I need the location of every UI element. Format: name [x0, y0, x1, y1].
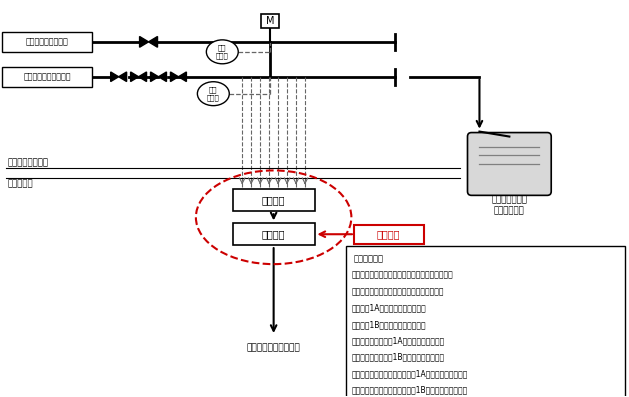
FancyBboxPatch shape [346, 246, 625, 397]
FancyBboxPatch shape [233, 189, 314, 211]
Ellipse shape [206, 40, 238, 64]
Text: 「余熱除去系原子炉容器入口弁1Aリークオフ温度高」: 「余熱除去系原子炉容器入口弁1Aリークオフ温度高」 [352, 369, 468, 378]
FancyBboxPatch shape [467, 133, 551, 195]
Text: 原子炉格納容器内: 原子炉格納容器内 [8, 158, 49, 168]
Text: M: M [266, 16, 274, 26]
Text: 「加圧器サージラインドレンライン温度高」: 「加圧器サージラインドレンライン温度高」 [352, 287, 444, 296]
FancyBboxPatch shape [2, 32, 92, 52]
Text: 格納容器冷却材: 格納容器冷却材 [491, 195, 527, 204]
Text: 送信器盤: 送信器盤 [262, 195, 286, 205]
Text: 当該箇所: 当該箇所 [377, 229, 401, 239]
FancyBboxPatch shape [261, 14, 279, 28]
FancyBboxPatch shape [233, 223, 314, 245]
Text: 受信器盤: 受信器盤 [262, 229, 286, 239]
Text: ドレンタンク: ドレンタンク [494, 206, 525, 215]
Polygon shape [150, 72, 159, 81]
FancyBboxPatch shape [2, 67, 92, 87]
Text: ループドレンライン等: ループドレンライン等 [23, 72, 70, 81]
Text: 中央制御室（信号）等: 中央制御室（信号）等 [247, 343, 301, 353]
Text: 「ループ1Aドレンライン温度高」: 「ループ1Aドレンライン温度高」 [352, 303, 426, 312]
Polygon shape [159, 72, 167, 81]
Polygon shape [131, 72, 138, 81]
Polygon shape [138, 72, 147, 81]
Text: 「ループ1Bドレンライン温度高」: 「ループ1Bドレンライン温度高」 [352, 320, 426, 329]
Text: 「余熱除去系原子炉容器入口弁1Bリークオフ温度高」: 「余熱除去系原子炉容器入口弁1Bリークオフ温度高」 [352, 386, 468, 395]
Text: 発信した信号: 発信した信号 [354, 254, 384, 263]
Polygon shape [170, 72, 179, 81]
Polygon shape [111, 72, 119, 81]
Text: 管理区域外: 管理区域外 [8, 179, 33, 189]
Ellipse shape [198, 82, 230, 106]
Polygon shape [179, 72, 186, 81]
Polygon shape [148, 37, 157, 47]
Polygon shape [140, 37, 148, 47]
Text: 「余剑抽出冷却器出口調整弁リークオフ温度高」: 「余剑抽出冷却器出口調整弁リークオフ温度高」 [352, 271, 454, 279]
FancyBboxPatch shape [354, 225, 424, 244]
Text: 余熱除去系出口弁等: 余熱除去系出口弁等 [26, 37, 69, 46]
Text: 「余熱除去系出口弁1Aリークオフ温度高」: 「余熱除去系出口弁1Aリークオフ温度高」 [352, 336, 445, 345]
Text: 温度
検出器: 温度 検出器 [207, 87, 220, 101]
Text: 温度
検出器: 温度 検出器 [216, 45, 229, 59]
Polygon shape [119, 72, 126, 81]
Text: 「余熱除去系出口弁1Bリークオフ温度高」: 「余熱除去系出口弁1Bリークオフ温度高」 [352, 353, 445, 362]
